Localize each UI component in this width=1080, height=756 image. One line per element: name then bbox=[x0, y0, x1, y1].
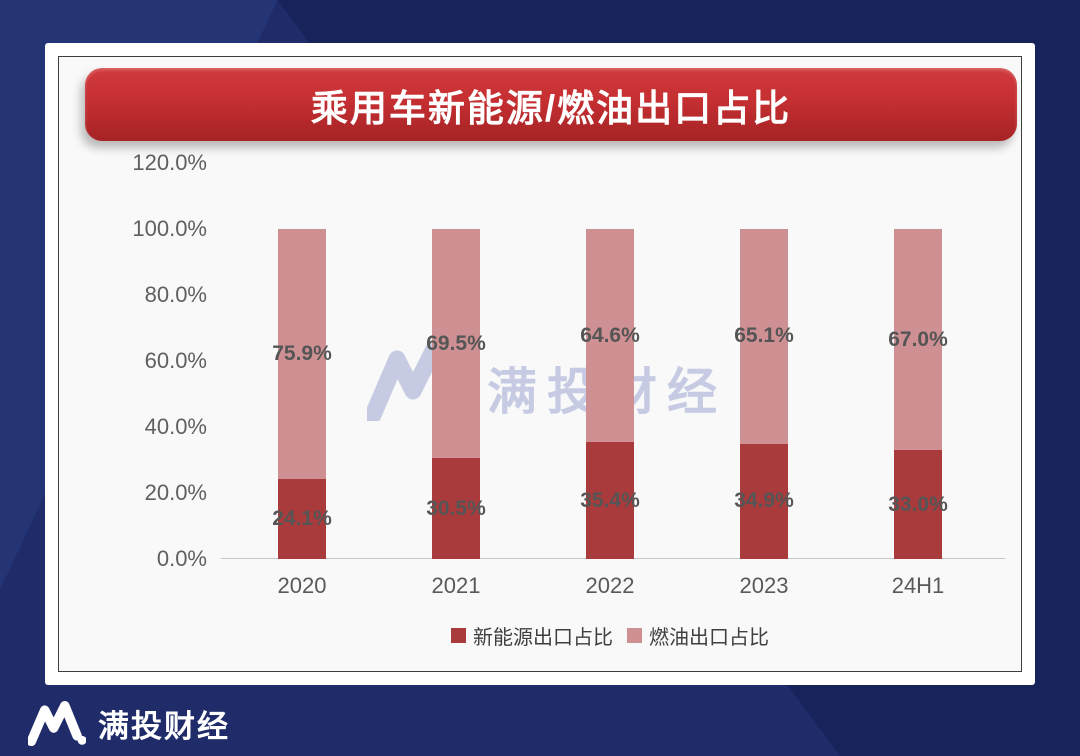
bar-value-label-fuel: 69.5% bbox=[426, 331, 486, 355]
legend-item: 燃油出口占比 bbox=[627, 621, 769, 650]
x-axis-label: 2022 bbox=[585, 573, 635, 598]
brand-logo-icon bbox=[28, 700, 86, 746]
bar-segment-nev bbox=[740, 443, 788, 559]
bar-segment-nev bbox=[278, 479, 326, 559]
x-axis-label: 2020 bbox=[277, 573, 327, 598]
x-axis-label: 2023 bbox=[739, 573, 789, 598]
chart-card: 乘用车新能源/燃油出口占比 满投财经 120.0%100.0%80.0%60.0… bbox=[45, 43, 1035, 685]
brand-name: 满投财经 bbox=[98, 708, 230, 744]
legend-swatch bbox=[627, 628, 642, 643]
bar-value-label-nev: 24.1% bbox=[272, 507, 332, 531]
bar-segment-fuel bbox=[278, 229, 326, 480]
y-tick-label: 60.0% bbox=[144, 348, 207, 373]
bar-segment-nev bbox=[432, 458, 480, 559]
x-axis-label: 2021 bbox=[431, 573, 481, 598]
bar-segment-nev bbox=[586, 442, 634, 559]
bar-value-label-fuel: 64.6% bbox=[580, 323, 640, 347]
chart-title: 乘用车新能源/燃油出口占比 bbox=[310, 87, 792, 129]
footer-brand: 满投财经 bbox=[28, 700, 230, 746]
bar-segment-fuel bbox=[586, 229, 634, 443]
bar-value-label-fuel: 67.0% bbox=[888, 327, 948, 351]
y-tick-label: 100.0% bbox=[132, 216, 207, 241]
y-tick-label: 80.0% bbox=[144, 282, 207, 307]
legend-label: 燃油出口占比 bbox=[649, 627, 769, 649]
chart-frame bbox=[58, 56, 1022, 672]
bar-segment-fuel bbox=[894, 229, 942, 451]
bar-value-label-nev: 33.0% bbox=[888, 492, 948, 516]
bar-segment-nev bbox=[894, 450, 942, 559]
y-tick-label: 120.0% bbox=[132, 150, 207, 175]
plot-area: 120.0% 100.0% 80.0% 60.0% 40.0% 20.0% 0.0% 24.1… bbox=[132, 150, 1005, 649]
legend-label: 新能源出口占比 bbox=[473, 627, 613, 649]
bar-value-label-nev: 35.4% bbox=[580, 488, 640, 512]
bar-value-label-fuel: 65.1% bbox=[734, 324, 794, 348]
y-tick-label: 40.0% bbox=[144, 414, 207, 439]
bar-value-label-nev: 30.5% bbox=[426, 496, 486, 520]
legend: 新能源出口占比 燃油出口占比 bbox=[225, 621, 995, 650]
x-axis-label: 24H1 bbox=[891, 573, 945, 598]
y-tick-label: 0.0% bbox=[156, 546, 207, 571]
title-banner: 乘用车新能源/燃油出口占比 bbox=[85, 68, 1017, 141]
bar-segment-fuel bbox=[740, 229, 788, 444]
bar-value-label-fuel: 75.9% bbox=[272, 342, 332, 366]
y-tick-label: 20.0% bbox=[144, 480, 207, 505]
legend-swatch bbox=[451, 628, 466, 643]
bar-value-label-nev: 34.9% bbox=[734, 489, 794, 513]
legend-item: 新能源出口占比 bbox=[451, 621, 613, 650]
